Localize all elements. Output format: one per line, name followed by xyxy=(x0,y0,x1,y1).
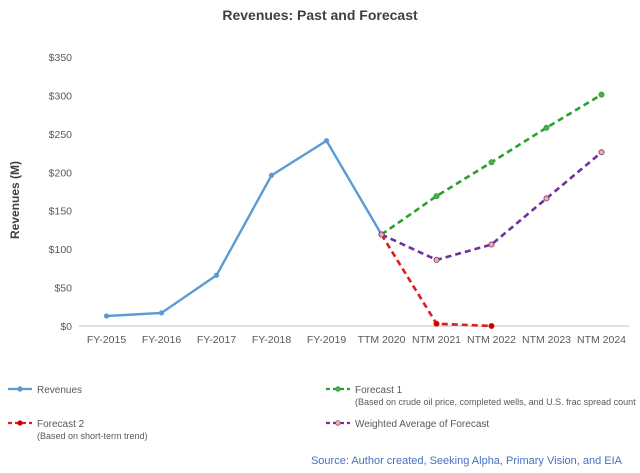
series-line-0 xyxy=(106,139,383,318)
series-line-3 xyxy=(380,151,603,262)
y-axis-ticks: $0 $50 $100 $150 $200 $250 $300 $350 xyxy=(49,52,73,333)
x-tick-label: NTM 2024 xyxy=(577,334,626,346)
y-tick-label: $150 xyxy=(49,206,73,218)
legend-note: (Based on short-term trend) xyxy=(37,431,148,441)
legend-entry-2: Forecast 2(Based on short-term trend) xyxy=(8,419,148,441)
data-point-s1-8 xyxy=(543,124,550,131)
legend-label: Forecast 2 xyxy=(37,419,85,430)
x-tick-label: NTM 2023 xyxy=(522,334,571,346)
legend-swatch-marker xyxy=(335,386,341,392)
legend-note: (Based on crude oil price, completed wel… xyxy=(355,397,636,407)
series-lines xyxy=(106,93,603,328)
legend-swatch-marker xyxy=(17,420,23,426)
x-axis-ticks: FY-2015 FY-2016 FY-2017 FY-2018 FY-2019 TTM 2… xyxy=(87,334,626,346)
source-note: Source: Author created, Seeking Alpha, P… xyxy=(311,455,623,467)
y-tick-label: $300 xyxy=(49,90,73,102)
legend-swatch-marker xyxy=(17,386,23,392)
data-point-s2-6 xyxy=(433,320,440,327)
data-point-s2-7 xyxy=(488,322,495,329)
x-tick-label: FY-2015 xyxy=(87,334,126,346)
data-point-s3-5 xyxy=(378,231,385,238)
legend: Revenues Forecast 1(Based on crude oil pr… xyxy=(8,385,636,441)
y-tick-label: $250 xyxy=(49,129,73,141)
data-point-s3-6 xyxy=(433,256,440,263)
series-markers xyxy=(103,91,605,329)
y-tick-label: $100 xyxy=(49,244,73,256)
data-point-s0-0 xyxy=(103,313,110,319)
data-point-s1-9 xyxy=(598,91,605,98)
data-point-s1-6 xyxy=(433,193,440,200)
data-point-s3-7 xyxy=(488,241,495,248)
x-tick-label: NTM 2021 xyxy=(412,334,461,346)
y-tick-label: $0 xyxy=(60,321,72,333)
chart-title: Revenues: Past and Forecast xyxy=(222,7,418,23)
data-point-s3-8 xyxy=(543,195,550,202)
x-tick-label: FY-2019 xyxy=(307,334,346,346)
data-point-s0-2 xyxy=(213,272,220,278)
y-tick-label: $50 xyxy=(54,283,72,295)
y-tick-label: $200 xyxy=(49,167,73,179)
legend-swatch-marker xyxy=(335,420,341,426)
y-tick-label: $350 xyxy=(49,52,73,64)
data-point-s1-7 xyxy=(488,159,495,166)
data-point-s0-3 xyxy=(268,172,275,179)
x-tick-label: FY-2016 xyxy=(142,334,181,346)
data-point-s0-4 xyxy=(323,138,330,144)
data-point-s3-9 xyxy=(598,149,605,156)
x-tick-label: FY-2017 xyxy=(197,334,236,346)
legend-entry-0: Revenues xyxy=(8,385,82,396)
legend-label: Revenues xyxy=(37,385,82,396)
x-tick-label: FY-2018 xyxy=(252,334,291,346)
legend-entry-1: Forecast 1(Based on crude oil price, com… xyxy=(326,385,636,407)
legend-label: Forecast 1 xyxy=(355,385,403,396)
x-tick-label: TTM 2020 xyxy=(358,334,406,346)
data-point-s0-1 xyxy=(158,310,165,316)
legend-label: Weighted Average of Forecast xyxy=(355,419,489,430)
legend-entry-3: Weighted Average of Forecast xyxy=(326,419,489,430)
y-axis-label: Revenues (M) xyxy=(8,161,22,239)
x-tick-label: NTM 2022 xyxy=(467,334,516,346)
